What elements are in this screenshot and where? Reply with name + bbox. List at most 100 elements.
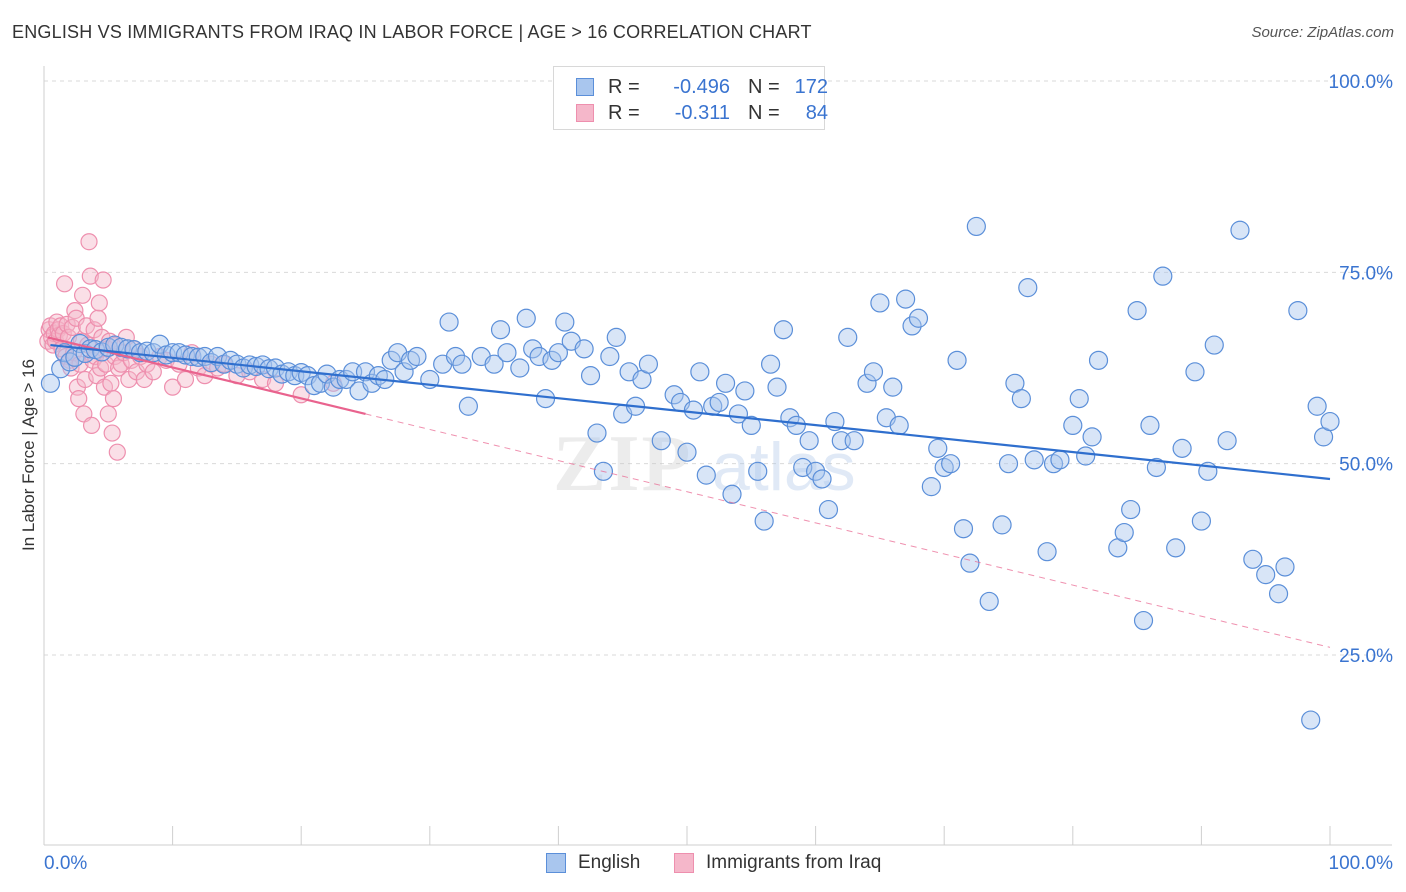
english-point <box>908 308 929 328</box>
english-point <box>580 366 601 386</box>
english-point <box>1288 301 1308 321</box>
iraq-point <box>82 416 101 434</box>
english-point <box>1307 396 1327 416</box>
legend-row-iraq: R = -0.311 N = 84 <box>576 101 828 125</box>
r-label: R = <box>608 101 640 124</box>
english-point <box>1140 415 1160 435</box>
english-point <box>941 454 961 474</box>
english-point <box>516 308 536 328</box>
english-point <box>786 415 806 435</box>
x-tick-label: 0.0% <box>44 853 87 874</box>
english-point <box>54 343 75 363</box>
english-point <box>651 431 671 451</box>
english-point <box>1024 450 1044 470</box>
n-value: 172 <box>794 75 828 98</box>
english-point <box>1166 538 1186 558</box>
english-point <box>542 350 562 370</box>
english-point <box>992 515 1012 535</box>
english-trend-line <box>50 343 1331 481</box>
english-point <box>805 461 826 481</box>
english-point <box>1069 389 1089 409</box>
trend-lines <box>47 336 1331 648</box>
english-point <box>394 362 414 382</box>
english-point <box>799 431 819 451</box>
source-credit: Source: ZipAtlas.com <box>1251 24 1394 41</box>
english-point <box>896 289 916 309</box>
english-point <box>1243 549 1263 569</box>
english-point <box>1185 362 1205 382</box>
x-tick-label: 100.0% <box>1329 853 1394 874</box>
english-point <box>863 362 884 382</box>
english-point <box>773 320 794 340</box>
english-point <box>1230 220 1250 240</box>
iraq-point <box>73 286 92 304</box>
english-point <box>497 343 517 363</box>
iraq-point <box>63 318 81 337</box>
watermark: ZIP atlas <box>553 420 856 508</box>
legend-row-english: R = -0.496 N = 172 <box>576 75 828 99</box>
english-point <box>510 358 530 378</box>
english-point <box>902 316 922 336</box>
english-point <box>452 354 472 374</box>
english-point <box>696 465 716 485</box>
r-value: -0.311 <box>674 101 730 124</box>
english-point <box>709 392 729 413</box>
english-point <box>1204 335 1224 355</box>
legend-swatch-iraq <box>576 104 594 122</box>
iraq-point <box>81 267 99 285</box>
english-point <box>677 442 697 462</box>
y-tick-label: 25.0% <box>1339 646 1393 667</box>
iraq-point <box>94 271 112 289</box>
english-point <box>1011 389 1031 409</box>
english-point <box>1301 710 1321 730</box>
english-point <box>1268 584 1289 604</box>
iraq-point <box>55 275 74 293</box>
english-point <box>1076 446 1096 466</box>
english-point <box>844 431 864 451</box>
chart-title: ENGLISH VS IMMIGRANTS FROM IRAQ IN LABOR… <box>12 22 812 42</box>
english-point <box>1063 415 1083 435</box>
legend-swatch-iraq <box>674 853 694 873</box>
english-point <box>664 385 684 405</box>
english-point <box>928 438 948 458</box>
iraq-point <box>108 443 126 461</box>
legend-swatch-english <box>546 853 566 873</box>
english-point <box>638 354 659 374</box>
iraq-trend-extension <box>365 413 1331 648</box>
iraq-point <box>80 233 98 251</box>
r-value: -0.496 <box>673 75 730 98</box>
english-point <box>600 346 620 367</box>
english-point <box>947 350 967 370</box>
legend-label-english: English <box>578 852 641 873</box>
y-tick-label: 100.0% <box>1329 72 1394 93</box>
legend-item-iraq: Immigrants from Iraq <box>674 852 881 874</box>
english-point <box>921 477 941 497</box>
english-point <box>690 362 710 382</box>
english-point <box>1275 557 1295 577</box>
english-point <box>1037 542 1057 562</box>
english-point <box>748 461 768 481</box>
r-label: R = <box>608 75 640 98</box>
english-point <box>490 320 511 340</box>
english-point <box>1320 411 1340 432</box>
iraq-point <box>104 390 123 408</box>
english-point <box>715 373 736 393</box>
english-point <box>767 377 787 397</box>
english-point <box>1121 499 1141 520</box>
n-value: 84 <box>805 101 828 124</box>
english-point <box>529 346 549 367</box>
english-point <box>838 327 858 347</box>
n-label: N = <box>748 75 780 98</box>
english-point <box>1256 565 1276 585</box>
english-point <box>606 327 626 347</box>
english-point <box>683 400 704 420</box>
english-point <box>998 454 1019 474</box>
english-point <box>812 469 832 489</box>
english-point <box>40 373 61 393</box>
iraq-point <box>99 405 117 423</box>
n-label: N = <box>748 101 780 124</box>
english-point <box>889 415 909 435</box>
english-point <box>1133 610 1154 631</box>
axis-labels: 25.0% 50.0% 75.0% 100.0% 0.0% 100.0% <box>44 72 1393 874</box>
english-point <box>870 293 890 313</box>
